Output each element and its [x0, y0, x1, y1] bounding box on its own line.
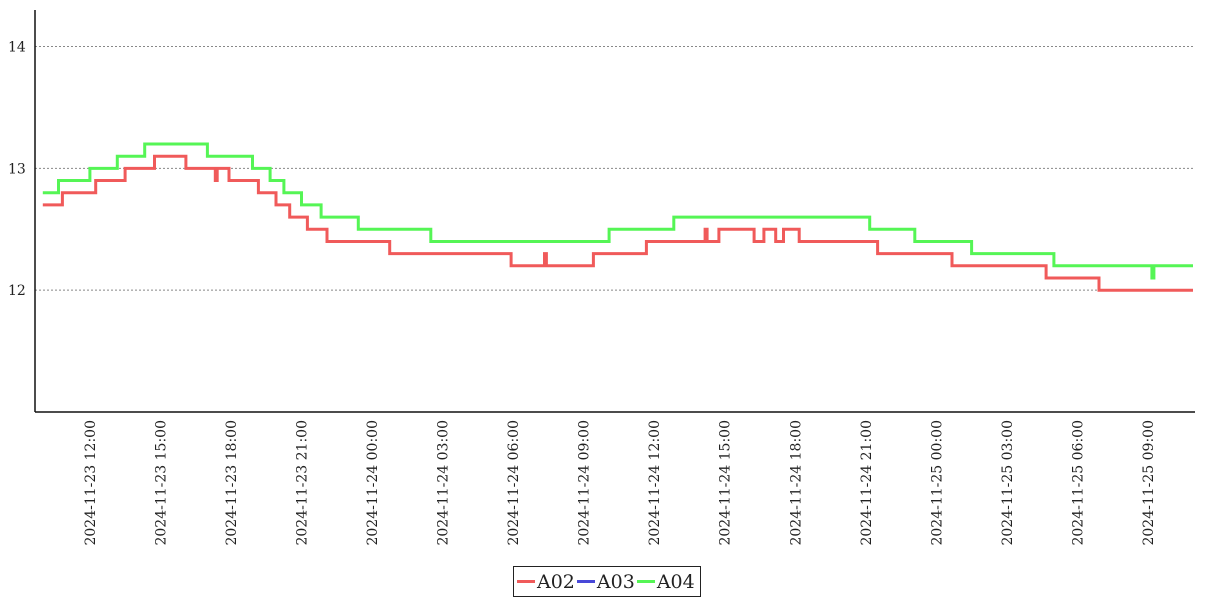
- x-tick-label: 2024-11-23 12:00: [83, 420, 99, 546]
- x-tick-label: 2024-11-24 15:00: [718, 420, 734, 546]
- y-tick-label: 13: [8, 161, 26, 177]
- legend-swatch-a02: [517, 580, 535, 583]
- legend: A02 A03 A04: [513, 566, 701, 597]
- x-tick-label: 2024-11-23 21:00: [294, 420, 310, 546]
- x-tick-labels: 2024-11-23 12:00 2024-11-23 15:00 2024-11-…: [83, 420, 1157, 546]
- x-tick-label: 2024-11-25 06:00: [1070, 420, 1086, 546]
- x-tick-label: 2024-11-23 18:00: [224, 420, 240, 546]
- legend-label-a03: A03: [596, 570, 635, 593]
- x-tick-label: 2024-11-25 09:00: [1141, 420, 1157, 546]
- legend-item-a02: A02: [517, 571, 575, 593]
- legend-swatch-a04: [636, 580, 655, 583]
- legend-swatch-a03: [576, 580, 595, 583]
- legend-label-a04: A04: [656, 570, 695, 593]
- x-tick-label: 2024-11-24 18:00: [788, 420, 804, 546]
- y-tick-labels: 12 13 14: [8, 40, 26, 300]
- series-line-a02: [42, 154, 1193, 292]
- axes: [34, 10, 1195, 413]
- x-tick-label: 2024-11-25 03:00: [1000, 420, 1016, 546]
- series-lines: [42, 142, 1193, 292]
- x-tick-label: 2024-11-24 09:00: [577, 420, 593, 546]
- x-tick-label: 2024-11-25 00:00: [929, 420, 945, 546]
- y-tick-label: 12: [8, 283, 26, 299]
- x-tick-label: 2024-11-24 00:00: [365, 420, 381, 546]
- legend-item-a03: A03: [576, 570, 635, 593]
- x-tick-label: 2024-11-24 06:00: [506, 420, 522, 546]
- x-tick-label: 2024-11-24 03:00: [436, 420, 452, 546]
- x-tick-label: 2024-11-24 21:00: [859, 420, 875, 546]
- x-tick-label: 2024-11-23 15:00: [153, 420, 169, 546]
- x-tick-label: 2024-11-24 12:00: [647, 420, 663, 546]
- series-line-a04: [42, 142, 1193, 280]
- legend-item-a04: A04: [636, 570, 695, 593]
- y-tick-label: 14: [8, 40, 26, 56]
- legend-label-a02: A02: [537, 570, 575, 593]
